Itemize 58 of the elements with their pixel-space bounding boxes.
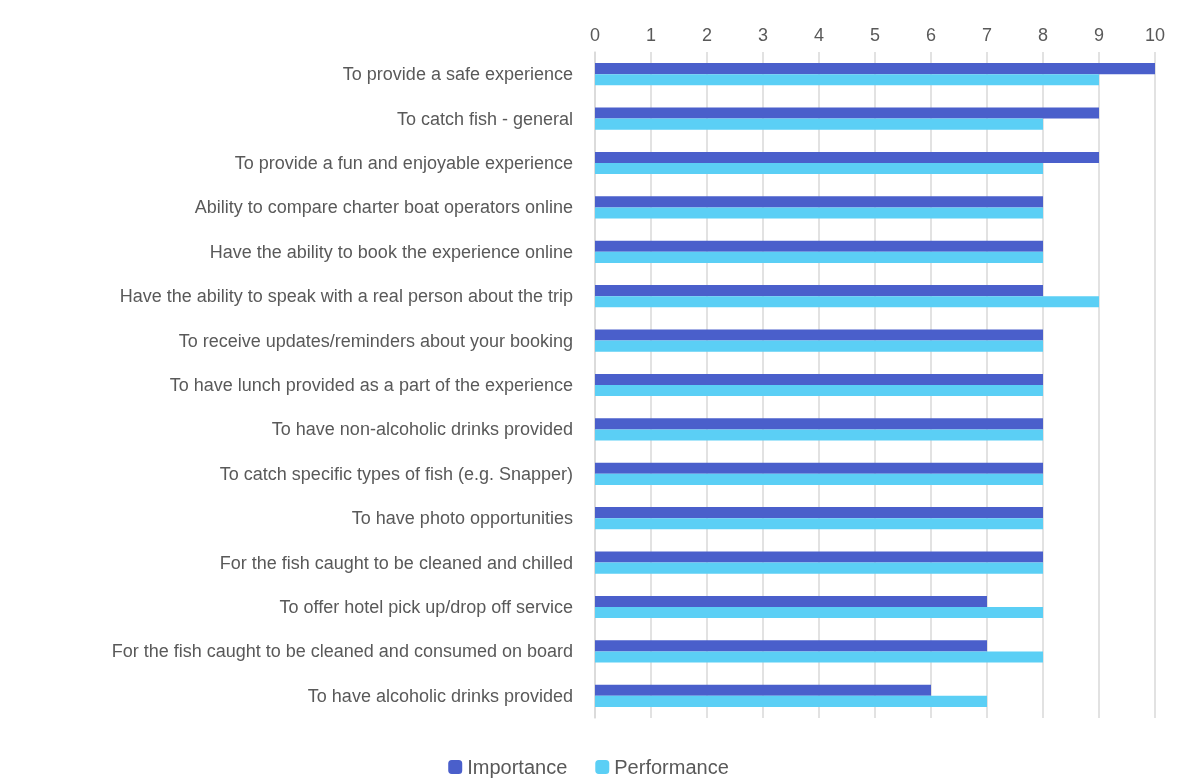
bar (595, 562, 1043, 574)
x-tick-label: 10 (1144, 25, 1166, 45)
bar (595, 429, 1043, 441)
bar (595, 296, 1099, 308)
bar (595, 107, 1099, 119)
y-tick-label: Have the ability to book the experience online (209, 241, 573, 262)
x-tick-label: 4 (813, 25, 825, 45)
y-tick-label: For the fish caught to be cleaned and consumed on board (111, 641, 573, 662)
bar (595, 118, 1043, 130)
x-tick-label: 7 (981, 25, 993, 45)
x-tick-label: 9 (1093, 25, 1105, 45)
bar (595, 329, 1043, 341)
y-tick-label: To have photo opportunities (351, 508, 573, 529)
bar (595, 207, 1043, 219)
bar (595, 251, 1043, 263)
bar (595, 285, 1043, 297)
bar (595, 507, 1043, 519)
y-tick-label: To have lunch provided as a part of the experience (169, 375, 573, 395)
bar (595, 684, 931, 696)
x-tick-label: 0 (589, 25, 601, 45)
bar (595, 551, 1043, 563)
bar (595, 373, 1043, 385)
bar (595, 473, 1043, 485)
bar (595, 151, 1099, 163)
bar (595, 418, 1043, 430)
bar (595, 595, 987, 607)
bar (595, 163, 1043, 175)
bar (595, 651, 1043, 663)
y-tick-label: To catch fish - general (396, 108, 573, 129)
bar (595, 385, 1043, 397)
y-tick-label: Have the ability to speak with a real person about the trip (119, 286, 573, 307)
y-tick-label: To provide a safe experience (342, 64, 573, 85)
bar (595, 340, 1043, 352)
y-tick-label: To have non-alcoholic drinks provided (271, 419, 573, 440)
x-tick-label: 1 (645, 25, 657, 45)
y-tick-label: Ability to compare charter boat operators online (194, 197, 573, 218)
x-tick-label: 5 (869, 25, 881, 45)
bar (595, 518, 1043, 530)
x-tick-label: 2 (701, 25, 713, 45)
y-tick-label: To receive updates/reminders about your booking (178, 330, 573, 351)
bar (595, 74, 1099, 86)
x-tick-label: 8 (1037, 25, 1049, 45)
bar (595, 240, 1043, 252)
bar (595, 607, 1043, 619)
x-tick-label: 3 (757, 25, 769, 45)
y-tick-label: To provide a fun and enjoyable experience (234, 153, 573, 173)
y-tick-label: To have alcoholic drinks provided (307, 685, 573, 706)
x-tick-label: 6 (925, 25, 937, 45)
bar (595, 695, 987, 707)
legend-label: Importance (467, 756, 568, 778)
y-tick-label: For the fish caught to be cleaned and chilled (219, 552, 573, 573)
bar (595, 640, 987, 652)
legend-label: Performance (614, 756, 729, 778)
bar (595, 462, 1043, 474)
y-tick-label: To catch specific types of fish (e.g. Snapper) (219, 463, 573, 484)
bar (595, 63, 1155, 75)
bar (595, 196, 1043, 208)
y-tick-label: To offer hotel pick up/drop off service (279, 597, 573, 617)
